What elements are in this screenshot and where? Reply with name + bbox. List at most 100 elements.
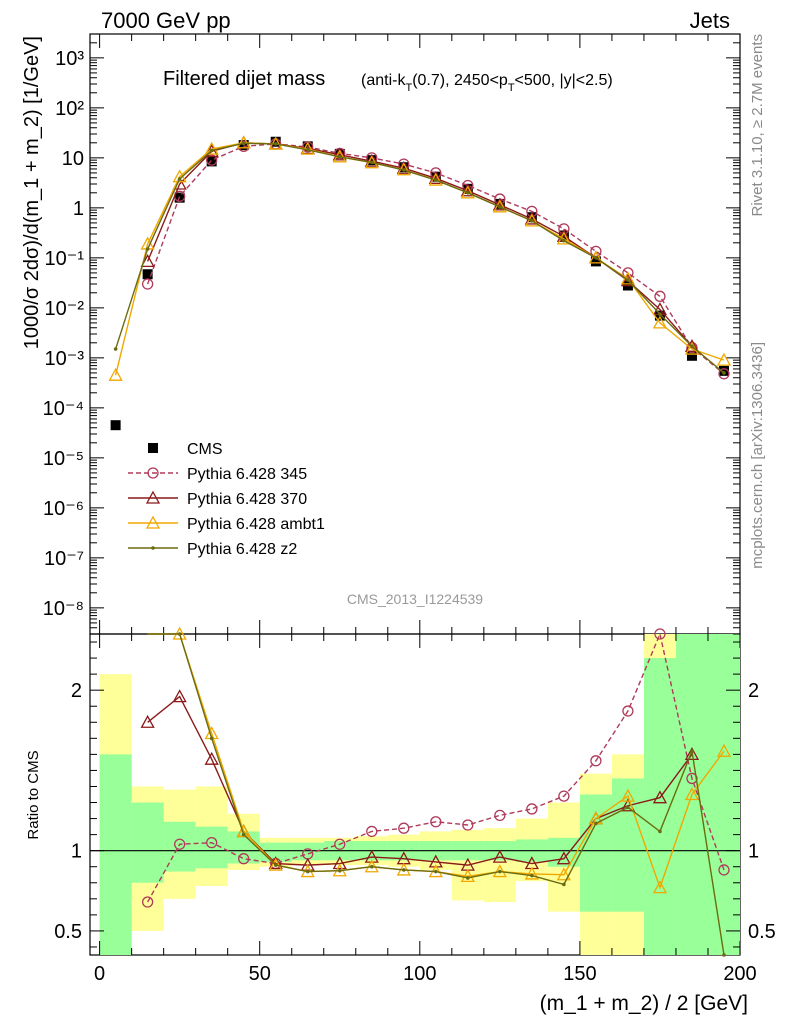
main-y-axis-label: 1000/σ 2dσ)/d(m_1 + m_2) [1/GeV]: [21, 36, 43, 349]
data-point: [530, 873, 534, 878]
data-point: [428, 170, 443, 184]
data-point: [273, 863, 278, 867]
y-tick-label: 10³: [55, 48, 84, 70]
data-point: [652, 315, 668, 329]
uncertainty-band-green: [99, 754, 132, 955]
data-point: [498, 869, 502, 874]
data-point: [558, 790, 570, 802]
legend-entry: Pythia 6.428 370: [128, 490, 307, 508]
ratio-y-axis-label: Ratio to CMS: [25, 750, 42, 839]
data-point: [684, 747, 700, 761]
data-point: [332, 856, 347, 870]
data-point: [206, 156, 217, 167]
data-point: [238, 853, 250, 865]
x-tick-label: 150: [563, 963, 596, 985]
data-point: [524, 211, 539, 225]
data-point: [462, 183, 473, 194]
data-point: [434, 869, 438, 874]
data-point: [658, 829, 662, 834]
data-point: [524, 866, 539, 880]
data-point: [177, 632, 182, 636]
series-pythia-6.428-z2: [113, 141, 726, 375]
data-point: [594, 821, 598, 826]
legend-entry: Pythia 6.428 345: [128, 466, 307, 483]
series-line: [114, 142, 725, 374]
y-tick-label: 10⁻⁵: [43, 448, 84, 470]
data-point: [690, 749, 694, 753]
data-point: [462, 819, 474, 831]
data-point: [369, 160, 374, 165]
plot-title: Filtered dijet mass: [163, 68, 325, 90]
data-point: [273, 142, 278, 146]
ratio-y-axis: 0.5 0.5 1 1 2 2: [54, 641, 776, 948]
legend-label: Pythia 6.428 370: [187, 491, 307, 508]
ratio-series-line: [147, 631, 725, 903]
data-point: [396, 160, 411, 174]
data-point: [366, 825, 378, 838]
data-point: [428, 854, 443, 868]
analysis-watermark: CMS_2013_I1224539: [347, 591, 483, 607]
data-point: [172, 689, 187, 703]
data-point: [110, 420, 121, 431]
data-point: [652, 880, 668, 894]
data-point: [626, 805, 630, 810]
series-line: [114, 142, 725, 376]
main-y-axis: 10⁻⁸ 10⁻⁷ 10⁻⁶ 10⁻⁵ 10⁻⁴ 10⁻³ 10⁻² 10⁻¹ 1 10 10² 10…: [43, 33, 740, 635]
data-point: [722, 953, 726, 957]
data-point: [337, 154, 342, 159]
x-axis: 0 50 100 150 200: [94, 34, 757, 985]
y-tick-label: 10⁻⁷: [44, 548, 84, 570]
data-point: [590, 256, 601, 267]
rivet-version-label: Rivet 3.1.10, ≥ 2.7M events: [749, 34, 766, 217]
data-point: [270, 136, 281, 147]
plot-subtitle: (anti-kT(0.7), 2450<pT<500, |y|<2.5): [361, 72, 613, 94]
data-point: [209, 736, 214, 741]
data-point: [654, 628, 666, 640]
legend-label: Pythia 6.428 345: [187, 466, 307, 483]
y-tick-label: 10⁻⁶: [43, 498, 84, 520]
data-point: [174, 838, 186, 850]
data-point: [145, 515, 161, 529]
data-point: [305, 869, 310, 874]
y-tick-label: 10: [62, 148, 84, 170]
data-point: [151, 546, 155, 550]
data-point: [718, 365, 729, 376]
data-point: [241, 141, 246, 146]
data-point: [364, 859, 379, 873]
y-tick-label: 10⁻⁴: [43, 398, 84, 420]
legend-label: Pythia 6.428 ambt1: [187, 516, 325, 533]
data-point: [492, 849, 507, 863]
data-point: [369, 864, 374, 869]
ratio-y-tick-label: 0.5: [54, 921, 82, 943]
data-point: [141, 278, 154, 290]
data-point: [494, 193, 506, 205]
data-point: [142, 269, 153, 280]
data-point: [590, 755, 602, 767]
mcplots-label: mcplots.cern.ch [arXiv:1306.3436]: [749, 342, 766, 569]
data-point: [562, 238, 566, 243]
data-point: [148, 443, 158, 453]
data-point: [398, 162, 409, 173]
data-point: [466, 876, 470, 880]
data-point: [594, 256, 598, 260]
data-point: [620, 273, 636, 287]
data-point: [147, 467, 159, 479]
ratio-y-tick-label-right: 1: [748, 841, 759, 863]
data-point: [466, 191, 470, 195]
data-point: [401, 168, 406, 172]
data-point: [460, 868, 475, 883]
data-point: [492, 199, 507, 213]
data-point: [690, 344, 694, 349]
data-point: [722, 371, 726, 375]
ratio-series-pythia-6.428-z2: [147, 632, 726, 957]
data-point: [492, 864, 507, 878]
data-point: [718, 368, 730, 380]
data-point: [430, 816, 442, 828]
y-tick-label: 10⁻³: [45, 348, 85, 370]
data-point: [305, 147, 310, 152]
data-point: [206, 154, 218, 166]
data-point: [113, 347, 118, 351]
x-tick-label: 50: [249, 963, 271, 985]
data-point: [140, 254, 155, 268]
data-point: [588, 250, 604, 264]
